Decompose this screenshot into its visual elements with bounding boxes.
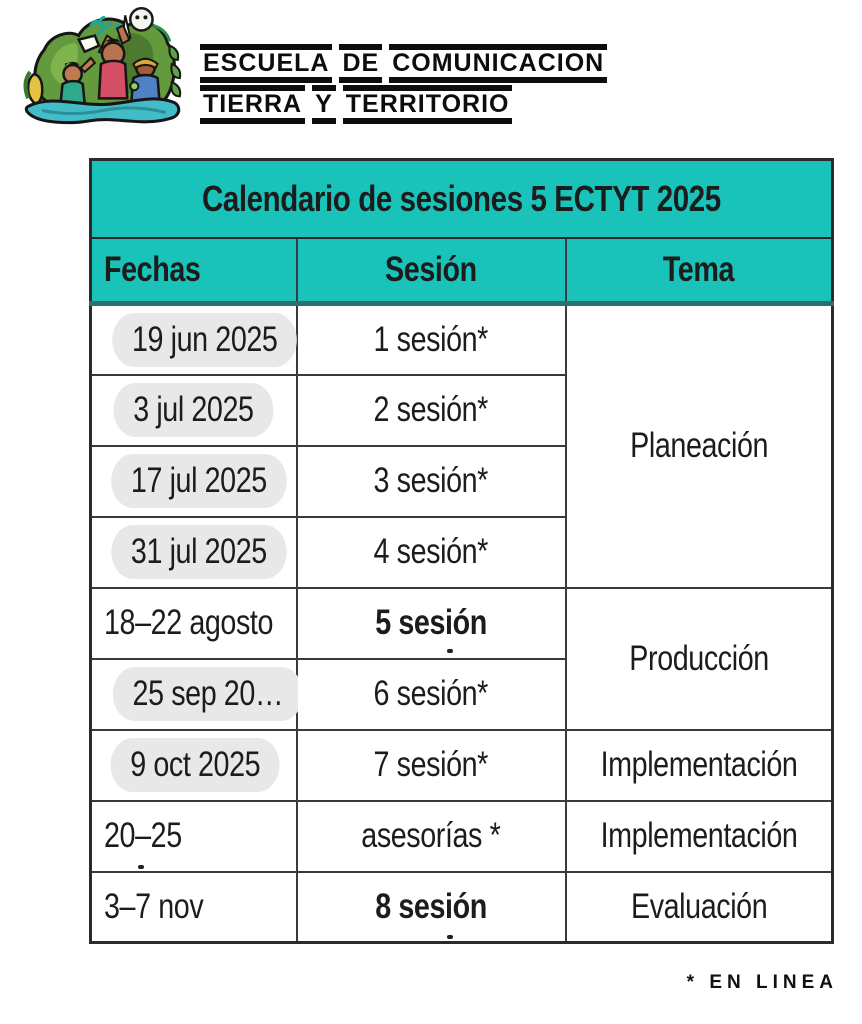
sesion-cell: 7 sesión* [295, 728, 567, 802]
tema-cell: Implementación [564, 799, 834, 873]
session-label: 2 sesión* [373, 390, 489, 429]
logo-illustration [23, 7, 182, 125]
date-pill: 19 jun 2025 [112, 312, 298, 367]
tema-cell: Implementación [564, 728, 834, 802]
table-title-row: Calendario de sesiones 5 ECTYT 2025 [89, 158, 834, 239]
sesion-cell: 3 sesión* [295, 444, 567, 518]
table-header-row: Fechas Sesión Tema [89, 236, 834, 306]
column-header-label: Sesión [385, 249, 477, 289]
session-label: 4 sesión* [373, 532, 489, 571]
table-row: 19 jun 2025 1 sesión* Planeación [89, 302, 834, 589]
date-pill: 17 jul 2025 [111, 454, 287, 508]
fecha-cell: 20–25 [89, 799, 298, 873]
brand-word: Y [312, 85, 336, 124]
tema-cell: Producción [564, 586, 834, 731]
brand-word: COMUNICACION [389, 44, 608, 83]
fecha-cell: 3 jul 2025 [89, 373, 298, 447]
date-pill: 9 oct 2025 [110, 738, 280, 792]
theme-label: Planeación [629, 426, 768, 466]
column-header-label: Tema [663, 249, 735, 289]
date-pill: 3 jul 2025 [113, 383, 274, 437]
date-pill: 25 sep 20… [112, 667, 303, 721]
table-row: 3–7 nov 8 sesión Evaluación [89, 870, 834, 944]
tema-cell: Planeación [564, 302, 834, 589]
calendar-table-wrapper: Calendario de sesiones 5 ECTYT 2025 Fech… [89, 158, 835, 944]
truncated-text-artifact [138, 864, 144, 869]
fecha-cell: 18–22 agosto [89, 586, 298, 660]
sesion-cell: 1 sesión* [295, 302, 567, 376]
theme-label: Implementación [600, 745, 798, 784]
date-pill: 31 jul 2025 [111, 525, 287, 579]
truncated-text-artifact [447, 648, 454, 653]
theme-label: Evaluación [630, 886, 768, 926]
theme-label: Implementación [600, 816, 798, 855]
sesion-cell: 5 sesión [295, 586, 567, 660]
brand-wordmark: ESCUELA DE COMUNICACION TIERRA Y TERRITORIO [200, 44, 620, 126]
calendar-table: Calendario de sesiones 5 ECTYT 2025 Fech… [89, 158, 835, 944]
date-label: 3–7 nov [104, 886, 204, 926]
date-label: 20–25 [104, 816, 182, 855]
date-label: 18–22 agosto [104, 603, 274, 642]
brand-word: DE [339, 44, 383, 83]
table-title-cell: Calendario de sesiones 5 ECTYT 2025 [89, 158, 834, 239]
sesion-cell: 2 sesión* [295, 373, 567, 447]
brand-line-1: ESCUELA DE COMUNICACION [200, 44, 620, 83]
column-header-label: Fechas [104, 249, 201, 289]
theme-label: Producción [629, 638, 769, 678]
fecha-cell: 19 jun 2025 [89, 302, 298, 376]
sesion-cell: 6 sesión* [295, 657, 567, 731]
fecha-cell: 9 oct 2025 [89, 728, 298, 802]
brand-word: ESCUELA [200, 44, 333, 83]
sesion-cell: 8 sesión [295, 870, 567, 944]
sesion-cell: asesorías * [295, 799, 567, 873]
table-row: 18–22 agosto 5 sesión Producción [89, 586, 834, 731]
brand-line-2: TIERRA Y TERRITORIO [200, 85, 620, 124]
brand-word: TERRITORIO [342, 85, 513, 124]
table-title: Calendario de sesiones 5 ECTYT 2025 [202, 177, 721, 219]
session-label: asesorías * [361, 816, 501, 855]
table-row: 9 oct 2025 7 sesión* Implementación [89, 728, 834, 802]
fecha-cell: 25 sep 20… [89, 657, 303, 731]
session-label: 7 sesión* [373, 745, 489, 784]
table-row: 20–25 asesorías * Implementación [89, 799, 834, 873]
table-row: 25 sep 20… 6 sesión* [89, 657, 833, 731]
fecha-cell: 3–7 nov [89, 870, 298, 944]
sesion-cell: 4 sesión* [295, 515, 567, 589]
session-label: 3 sesión* [373, 461, 489, 500]
fecha-cell: 17 jul 2025 [89, 444, 298, 518]
session-label: 8 sesión [375, 886, 487, 926]
school-logo [20, 4, 192, 136]
session-label: 1 sesión* [373, 319, 489, 359]
tema-cell: Evaluación [564, 870, 834, 944]
session-label: 5 sesión [375, 603, 487, 642]
brand-word: TIERRA [200, 85, 306, 124]
fecha-cell: 31 jul 2025 [89, 515, 298, 589]
column-header-sesion: Sesión [295, 236, 567, 306]
table-row: 31 jul 2025 4 sesión* [89, 515, 833, 589]
table-row: 17 jul 2025 3 sesión* [89, 444, 833, 518]
table-row: 3 jul 2025 2 sesión* [89, 373, 833, 447]
truncated-text-artifact [447, 935, 454, 939]
column-header-fechas: Fechas [89, 236, 298, 306]
session-label: 6 sesión* [373, 674, 489, 713]
column-header-tema: Tema [564, 236, 834, 306]
online-footnote: * EN LINEA [686, 972, 838, 993]
